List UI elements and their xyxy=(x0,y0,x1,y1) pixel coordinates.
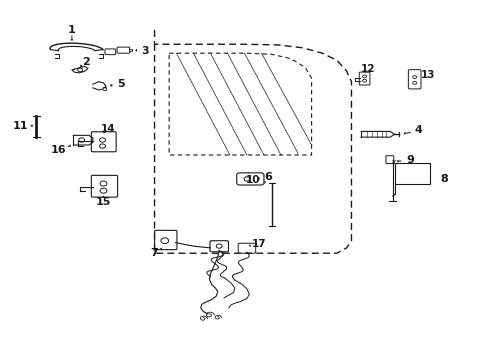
FancyBboxPatch shape xyxy=(91,175,117,197)
FancyBboxPatch shape xyxy=(359,72,369,85)
Circle shape xyxy=(412,76,416,78)
Circle shape xyxy=(362,75,366,78)
Text: 5: 5 xyxy=(117,78,124,89)
Text: 16: 16 xyxy=(51,145,66,155)
Text: 10: 10 xyxy=(245,175,260,185)
FancyBboxPatch shape xyxy=(407,69,420,89)
Circle shape xyxy=(78,68,82,72)
Circle shape xyxy=(100,181,107,186)
Text: 15: 15 xyxy=(96,197,111,207)
Text: 8: 8 xyxy=(439,174,447,184)
Text: 7: 7 xyxy=(150,248,158,258)
Circle shape xyxy=(244,177,249,181)
Circle shape xyxy=(100,138,105,142)
Circle shape xyxy=(100,188,107,193)
Text: 11: 11 xyxy=(13,121,28,131)
Text: 17: 17 xyxy=(251,239,266,249)
Circle shape xyxy=(100,144,105,148)
Bar xyxy=(394,163,429,184)
Circle shape xyxy=(216,244,222,248)
FancyBboxPatch shape xyxy=(236,173,264,185)
Circle shape xyxy=(362,79,366,82)
Text: 14: 14 xyxy=(101,124,116,134)
FancyBboxPatch shape xyxy=(238,243,255,253)
FancyBboxPatch shape xyxy=(117,47,129,53)
Text: 4: 4 xyxy=(414,125,422,135)
Text: 3: 3 xyxy=(141,46,148,57)
Circle shape xyxy=(161,238,168,244)
Circle shape xyxy=(412,81,416,84)
Text: 2: 2 xyxy=(82,57,90,67)
Text: 12: 12 xyxy=(361,64,375,74)
Text: 6: 6 xyxy=(264,172,271,182)
Circle shape xyxy=(79,138,84,142)
FancyBboxPatch shape xyxy=(105,49,116,55)
FancyBboxPatch shape xyxy=(385,156,393,163)
Text: 1: 1 xyxy=(68,25,76,35)
FancyBboxPatch shape xyxy=(91,132,116,152)
Text: 9: 9 xyxy=(405,155,413,165)
FancyBboxPatch shape xyxy=(154,230,177,249)
FancyBboxPatch shape xyxy=(209,241,228,252)
Text: 13: 13 xyxy=(420,70,435,80)
